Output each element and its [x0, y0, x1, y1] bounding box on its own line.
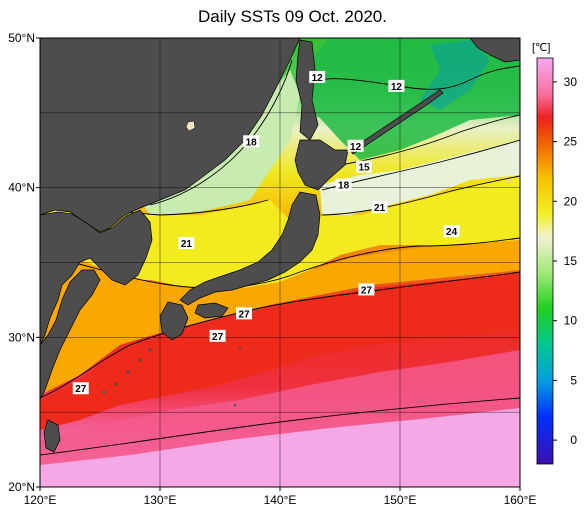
contour-label: 12 [347, 139, 364, 153]
land-china-coast [40, 269, 101, 401]
contour-label-text: 18 [338, 181, 350, 192]
lake-khanka [185, 120, 196, 132]
contour-label: 27 [358, 283, 375, 296]
small-islands [102, 346, 242, 407]
contour-label-text: 12 [391, 82, 403, 93]
contour-label-bg [309, 70, 326, 83]
lon-tick-label: 130°E [144, 493, 177, 507]
contour-label-bg [358, 283, 375, 296]
band-japan-sea-cool [140, 70, 300, 215]
land-hokkaido [294, 139, 349, 191]
lat-tick-label: 50°N [8, 31, 35, 45]
map-grid [40, 38, 520, 487]
contour-label-bg [388, 79, 405, 92]
contour-label-bg [443, 225, 460, 238]
lat-tick-label: 20°N [8, 480, 35, 494]
band-oyashio [320, 140, 520, 215]
contour-label-text: 27 [212, 332, 224, 343]
contour-label-text: 15 [358, 163, 370, 174]
colorbar-tick-label: 15 [564, 254, 578, 268]
land-shikoku [194, 302, 229, 319]
island-dot [126, 370, 130, 374]
lon-tick-label: 150°E [384, 493, 417, 507]
contour-label-bg [347, 139, 364, 152]
colorbar: [℃] 0 5 10 15 20 25 30 [532, 42, 577, 465]
contour-label: 12 [309, 70, 326, 84]
contour-label: 21 [371, 201, 388, 214]
island-dot [233, 403, 237, 407]
contour-labels: 12 12 18 12 15 18 21 24 21 27 27 27 27 [72, 70, 460, 395]
contour-label: 18 [243, 135, 260, 148]
land-taiwan [43, 419, 61, 453]
contour-label-text: 18 [246, 137, 258, 148]
lon-tick-label: 160°E [504, 493, 537, 507]
colorbar-tick-label: 30 [564, 75, 578, 89]
lat-tick-label: 40°N [8, 181, 35, 195]
contour-label-text: 21 [181, 239, 193, 250]
colorbar-unit: [℃] [532, 42, 550, 54]
contour-label-text: 27 [75, 384, 87, 395]
contour-label-text: 27 [361, 285, 373, 296]
land-honshu [179, 191, 321, 306]
contour-label: 27 [209, 329, 226, 343]
land-korea-china [40, 209, 153, 346]
island-dot [138, 358, 142, 362]
lon-tick-label: 140°E [264, 493, 297, 507]
island-dot [148, 348, 152, 352]
colorbar-tick-label: 0 [570, 433, 577, 447]
colorbar-tick-label: 25 [564, 135, 578, 149]
colorbar-tick-label: 5 [570, 373, 577, 387]
contour-label-bg [72, 382, 89, 395]
contour-label-bg [371, 201, 388, 214]
map-plot-area [40, 38, 520, 487]
land-kuril-islands [349, 89, 444, 155]
contour-label: 12 [388, 79, 405, 93]
contour-label-bg [178, 237, 195, 250]
land-kyushu [159, 301, 189, 341]
contour-label-text: 21 [374, 203, 386, 214]
contour-label-text: 27 [238, 309, 250, 320]
contour-label: 27 [236, 307, 252, 320]
contour-label: 27 [72, 382, 89, 395]
contour-label-text: 12 [350, 142, 362, 153]
contour-label-text: 24 [446, 227, 458, 238]
axis-ticks: 120°E 130°E 140°E 150°E 160°E 50°N 40°N 30°N 20°… [8, 31, 536, 507]
map-title: Daily SSTs 09 Oct. 2020. [198, 7, 387, 26]
contour-label: 18 [335, 178, 352, 192]
isotherm-12 [317, 65, 520, 90]
island-dot [102, 390, 106, 394]
lon-tick-label: 120°E [24, 493, 57, 507]
isotherm-15 [339, 114, 520, 166]
contour-label-bg [209, 329, 226, 342]
colorbar-scale [536, 57, 554, 465]
contour-label-bg [356, 160, 372, 173]
island-dot [114, 382, 118, 386]
isotherm-27 [40, 271, 520, 399]
colorbar-tick-label: 10 [564, 314, 578, 328]
island-dot [238, 346, 242, 350]
contour-label: 15 [356, 160, 372, 174]
land-masses [40, 38, 520, 453]
colorbar-tick-label: 20 [564, 194, 578, 208]
contour-label-bg [236, 307, 252, 320]
contour-label-bg [335, 178, 352, 191]
contour-label: 24 [443, 225, 460, 238]
land-kamchatka [469, 38, 520, 63]
lat-tick-label: 30°N [8, 330, 35, 344]
contour-label: 21 [178, 237, 195, 250]
contour-label-bg [243, 135, 260, 148]
colorbar-ticks: 0 5 10 15 20 25 30 [553, 75, 577, 447]
contour-label-text: 12 [312, 73, 324, 84]
